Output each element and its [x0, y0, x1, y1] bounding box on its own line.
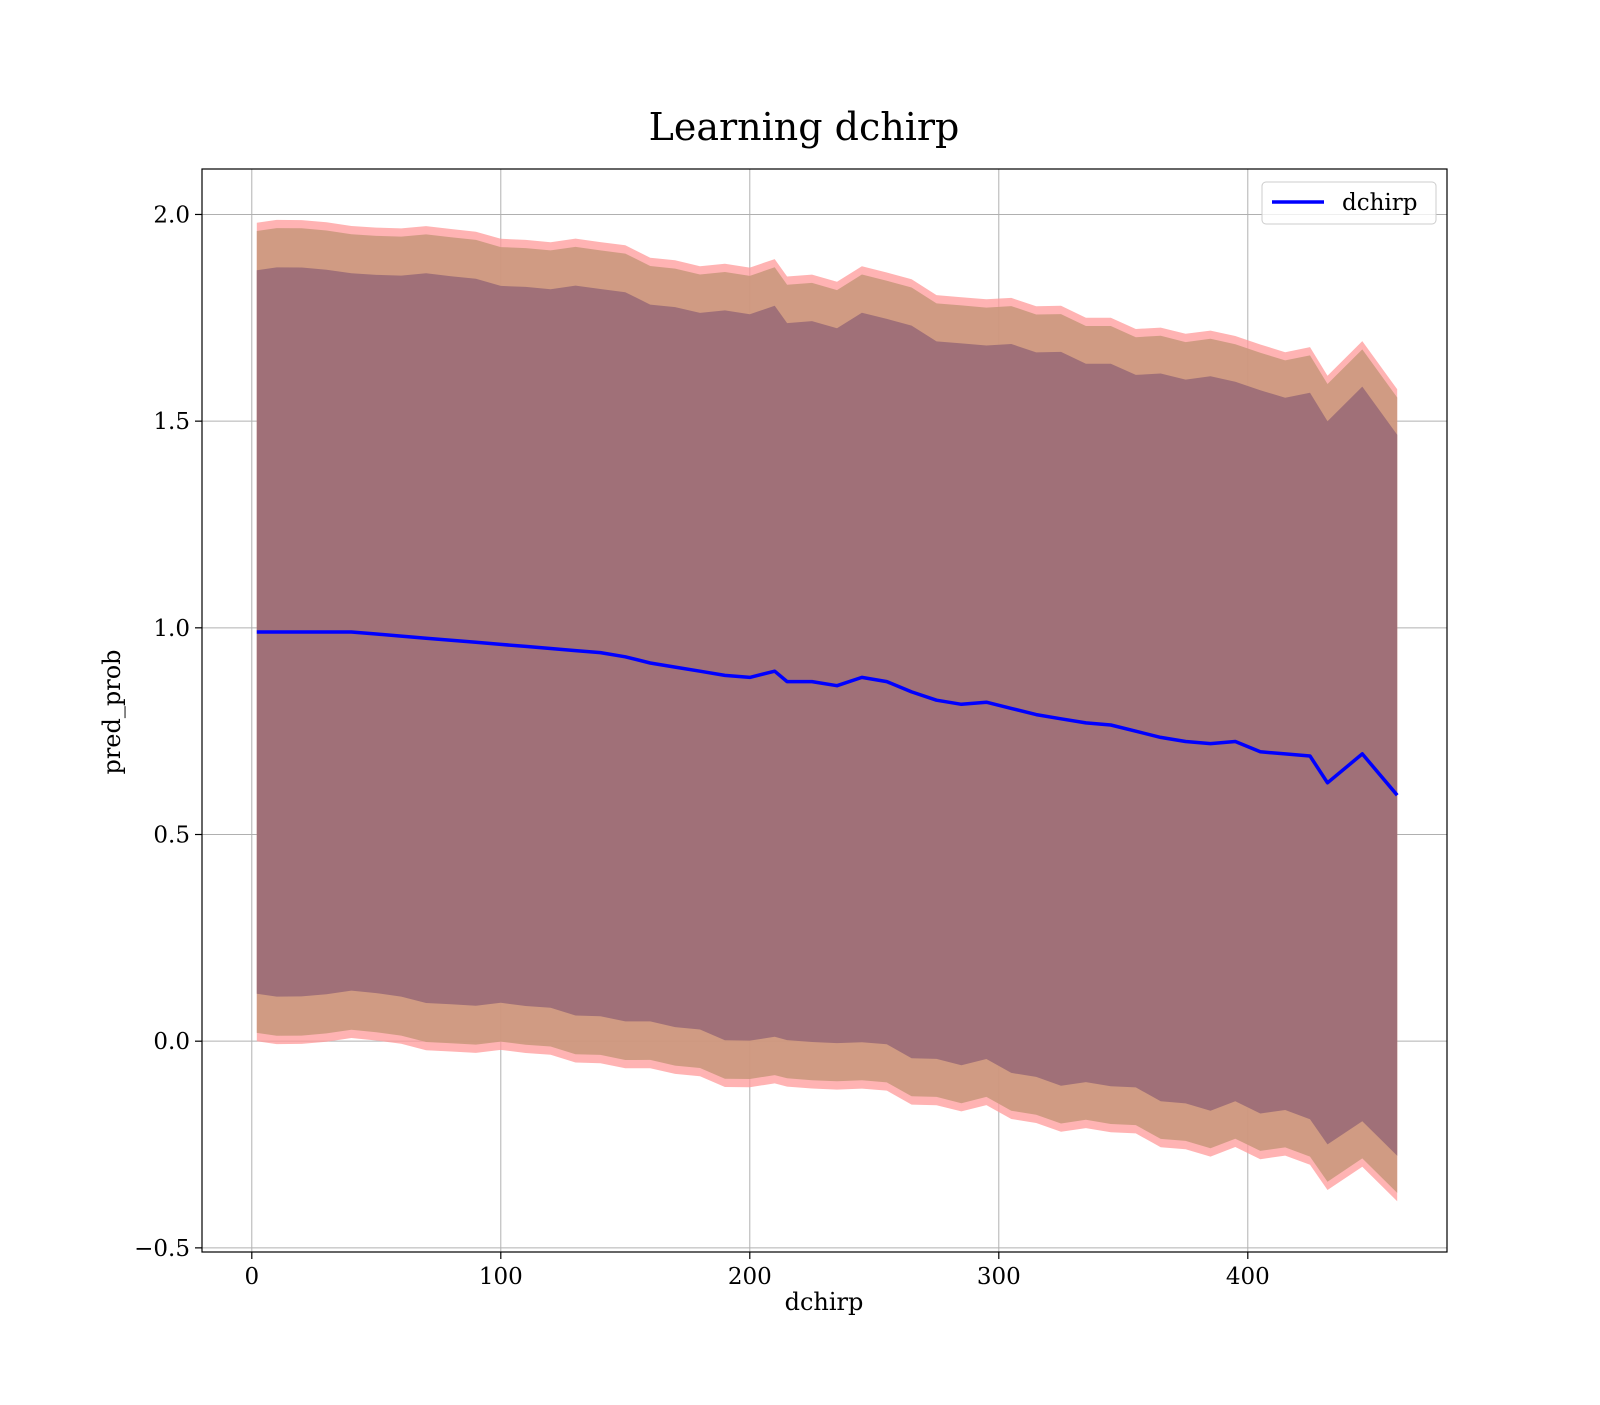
- y-tick-label: −0.5: [134, 1236, 190, 1262]
- y-tick-label: 1.5: [153, 409, 190, 435]
- x-tick-label: 0: [244, 1264, 259, 1290]
- legend: dchirp: [1261, 181, 1437, 225]
- x-axis-label: dchirp: [785, 1288, 864, 1316]
- band-inner: [256, 267, 1398, 1156]
- x-tick-label: 200: [728, 1264, 772, 1290]
- plot-frame: [201, 168, 1448, 1253]
- x-tick-label: 100: [479, 1264, 523, 1290]
- chart-title: Learning dchirp: [649, 105, 960, 149]
- series-line-dchirp: [256, 630, 1399, 797]
- confidence-bands: [256, 219, 1398, 1202]
- x-tick-label: 400: [1226, 1264, 1270, 1290]
- series-lines: [256, 630, 1399, 797]
- y-axis-label: pred_prob: [98, 649, 126, 774]
- x-tick-label: 300: [977, 1264, 1021, 1290]
- y-tick-label: 1.0: [153, 616, 190, 642]
- axes: 0 100 200 300 400 −0.5 0.0 0.5 1.0 1.5 2.0: [134, 168, 1448, 1290]
- y-tick-label: 0.5: [153, 823, 190, 849]
- legend-box: [1261, 181, 1437, 225]
- y-tick-label: 0.0: [153, 1029, 190, 1055]
- y-tick-label: 2.0: [153, 202, 190, 228]
- legend-label: dchirp: [1342, 190, 1418, 216]
